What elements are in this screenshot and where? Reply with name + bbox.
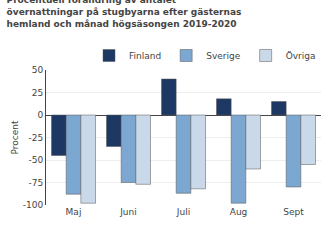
svg-text:Juli: Juli (176, 207, 190, 217)
svg-text:Procent: Procent (10, 120, 20, 154)
svg-text:Sverige: Sverige (206, 51, 240, 61)
svg-text:Finland: Finland (129, 51, 161, 61)
svg-text:50: 50 (32, 65, 44, 75)
svg-text:0: 0 (37, 110, 43, 120)
svg-text:-50: -50 (28, 155, 43, 165)
svg-text:Sept: Sept (283, 207, 304, 217)
svg-text:Övriga: Övriga (286, 51, 316, 61)
svg-text:-75: -75 (28, 178, 43, 188)
svg-text:-25: -25 (28, 133, 43, 143)
svg-text:-100: -100 (23, 200, 44, 210)
svg-text:Procentuell förändring av anta: Procentuell förändring av antaletövernat… (7, 0, 242, 29)
svg-text:Juni: Juni (119, 207, 137, 217)
svg-text:Maj: Maj (66, 207, 82, 217)
svg-text:Aug: Aug (230, 207, 248, 217)
svg-text:25: 25 (32, 88, 43, 98)
